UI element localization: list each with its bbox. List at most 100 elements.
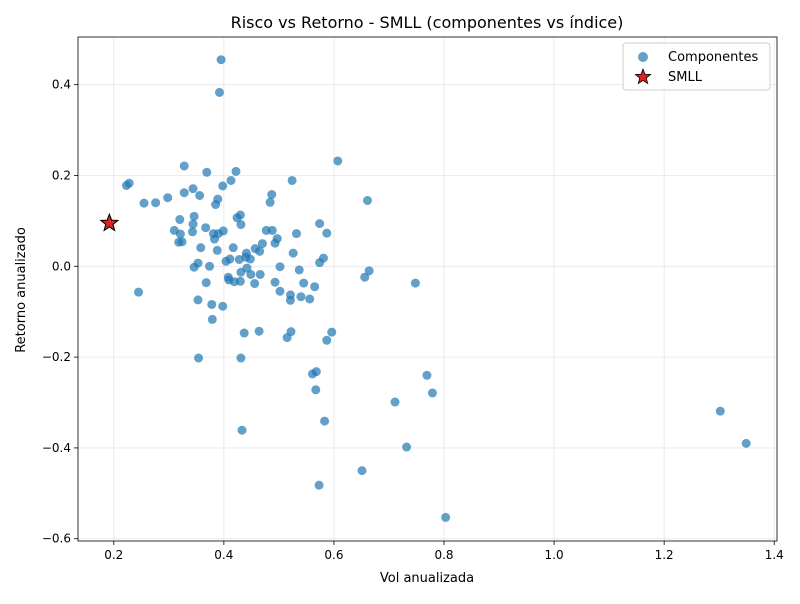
component-point bbox=[189, 262, 199, 272]
y-tick-label: 0.0 bbox=[52, 259, 71, 273]
component-point bbox=[288, 248, 298, 258]
x-tick-label: 1.4 bbox=[765, 548, 784, 562]
component-point bbox=[175, 229, 185, 239]
component-point bbox=[270, 238, 280, 248]
y-tick-label: −0.4 bbox=[42, 441, 71, 455]
component-point bbox=[715, 406, 725, 416]
legend: Componentes SMLL bbox=[622, 42, 771, 91]
component-point bbox=[236, 220, 246, 230]
component-point bbox=[193, 295, 203, 305]
component-point bbox=[322, 335, 332, 345]
component-point bbox=[364, 266, 374, 276]
x-tick-label: 0.8 bbox=[434, 548, 453, 562]
component-point bbox=[410, 278, 420, 288]
component-point bbox=[151, 198, 161, 208]
component-point bbox=[422, 370, 432, 380]
component-point bbox=[188, 184, 198, 194]
legend-marker-smll bbox=[634, 67, 652, 85]
component-point bbox=[292, 229, 302, 239]
component-point bbox=[402, 442, 412, 452]
component-point bbox=[333, 156, 343, 166]
component-point bbox=[194, 353, 204, 363]
component-point bbox=[231, 166, 241, 176]
component-point bbox=[275, 262, 285, 272]
component-point bbox=[207, 299, 217, 309]
component-point bbox=[175, 215, 185, 225]
component-point bbox=[179, 161, 189, 171]
component-point bbox=[226, 175, 236, 185]
component-point bbox=[357, 466, 367, 476]
component-point bbox=[285, 295, 295, 305]
legend-label-componentes: Componentes bbox=[668, 50, 758, 65]
y-axis-ticks: −0.6 −0.4 −0.2 0.0 0.2 0.4 bbox=[42, 78, 78, 546]
y-tick-label: 0.4 bbox=[52, 78, 71, 92]
data-points bbox=[99, 55, 751, 522]
component-point bbox=[187, 227, 197, 237]
component-point bbox=[236, 353, 246, 363]
smll-point bbox=[99, 212, 120, 232]
component-point bbox=[255, 269, 265, 279]
component-point bbox=[320, 416, 330, 426]
component-point bbox=[441, 512, 451, 522]
component-point bbox=[218, 181, 228, 191]
x-axis-ticks: 0.2 0.4 0.6 0.8 1.0 1.2 1.4 bbox=[104, 541, 784, 562]
x-tick-label: 1.0 bbox=[545, 548, 564, 562]
component-point bbox=[202, 167, 212, 177]
component-point bbox=[311, 385, 321, 395]
component-point bbox=[265, 197, 275, 207]
chart-title: Risco vs Retorno - SMLL (componentes vs … bbox=[231, 13, 624, 32]
x-axis-label: Vol anualizada bbox=[380, 571, 474, 586]
component-point bbox=[205, 261, 215, 271]
component-point bbox=[360, 272, 370, 282]
component-point bbox=[195, 190, 205, 200]
y-tick-label: 0.2 bbox=[52, 168, 71, 182]
x-tick-label: 1.2 bbox=[655, 548, 674, 562]
component-point bbox=[139, 198, 149, 208]
y-tick-label: −0.2 bbox=[42, 350, 71, 364]
component-point bbox=[315, 219, 325, 229]
component-point bbox=[179, 188, 189, 198]
component-point bbox=[282, 333, 292, 343]
component-point bbox=[310, 282, 320, 292]
component-point bbox=[121, 180, 131, 190]
component-point bbox=[221, 256, 231, 266]
component-point bbox=[212, 245, 222, 255]
component-point bbox=[307, 369, 317, 379]
component-point bbox=[270, 277, 280, 287]
component-point bbox=[275, 286, 285, 296]
component-point bbox=[305, 294, 315, 304]
component-point bbox=[255, 246, 265, 256]
component-point bbox=[250, 279, 260, 289]
component-point bbox=[294, 265, 304, 275]
component-point bbox=[237, 425, 247, 435]
component-point bbox=[257, 239, 267, 249]
component-point bbox=[134, 287, 144, 297]
component-point bbox=[163, 193, 173, 203]
x-tick-label: 0.4 bbox=[214, 548, 233, 562]
component-point bbox=[327, 327, 337, 337]
component-point bbox=[235, 276, 245, 286]
x-tick-label: 0.2 bbox=[104, 548, 123, 562]
component-point bbox=[201, 278, 211, 288]
component-point bbox=[245, 254, 255, 264]
component-point bbox=[741, 438, 751, 448]
component-point bbox=[363, 195, 373, 205]
component-point bbox=[299, 278, 309, 288]
grid bbox=[78, 37, 777, 541]
component-point bbox=[232, 213, 242, 223]
legend-label-smll: SMLL bbox=[668, 70, 703, 85]
component-point bbox=[314, 480, 324, 490]
component-point bbox=[207, 314, 217, 324]
component-point bbox=[189, 211, 199, 221]
component-point bbox=[315, 258, 325, 268]
component-point bbox=[246, 269, 256, 279]
component-point bbox=[188, 219, 198, 229]
component-point bbox=[196, 243, 206, 253]
component-point bbox=[209, 234, 219, 244]
component-point bbox=[322, 228, 332, 238]
component-point bbox=[218, 301, 228, 311]
x-tick-label: 0.6 bbox=[324, 548, 343, 562]
component-point bbox=[211, 200, 221, 210]
legend-marker-componentes bbox=[638, 52, 648, 62]
